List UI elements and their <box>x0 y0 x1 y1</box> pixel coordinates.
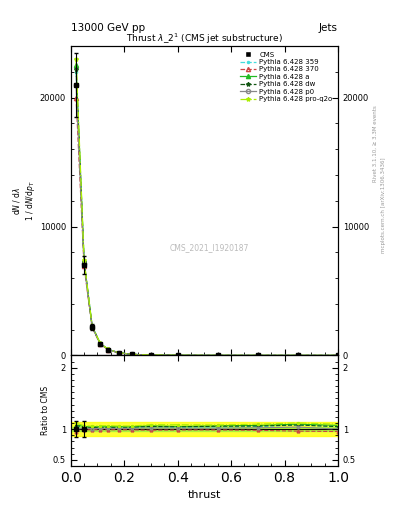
Pythia 6.428 pro-q2o <box>106 346 110 352</box>
Text: 13000 GeV pp: 13000 GeV pp <box>71 23 145 33</box>
Pythia 6.428 359 <box>149 352 153 358</box>
Pythia 6.428 dw <box>130 351 134 357</box>
Pythia 6.428 pro-q2o <box>149 352 153 358</box>
Line: Pythia 6.428 370: Pythia 6.428 370 <box>74 96 340 357</box>
Pythia 6.428 370 <box>106 347 110 353</box>
Pythia 6.428 359 <box>130 351 134 357</box>
Pythia 6.428 a <box>74 62 79 69</box>
Pythia 6.428 359 <box>215 352 220 358</box>
Text: Jets: Jets <box>319 23 338 33</box>
Pythia 6.428 pro-q2o <box>255 352 260 358</box>
Pythia 6.428 p0 <box>82 261 86 267</box>
Pythia 6.428 p0 <box>149 352 153 358</box>
Pythia 6.428 359 <box>90 324 94 330</box>
Pythia 6.428 pro-q2o <box>116 350 121 356</box>
Pythia 6.428 dw <box>106 347 110 353</box>
Pythia 6.428 370 <box>149 352 153 358</box>
Pythia 6.428 359 <box>106 347 110 353</box>
Pythia 6.428 359 <box>116 350 121 356</box>
Pythia 6.428 a <box>116 350 121 356</box>
Pythia 6.428 359 <box>74 69 79 75</box>
Line: Pythia 6.428 359: Pythia 6.428 359 <box>74 70 340 357</box>
Pythia 6.428 370 <box>74 95 79 101</box>
Pythia 6.428 370 <box>255 352 260 358</box>
Pythia 6.428 pro-q2o <box>130 351 134 357</box>
Pythia 6.428 a <box>98 340 103 347</box>
Pythia 6.428 dw <box>175 352 180 358</box>
Pythia 6.428 359 <box>98 340 103 347</box>
Pythia 6.428 p0 <box>90 324 94 330</box>
Pythia 6.428 a <box>149 352 153 358</box>
Y-axis label: $\mathrm{d}N$ / $\mathrm{d}\lambda$
$1$ / $\mathrm{d}N/\mathrm{d}p_T$: $\mathrm{d}N$ / $\mathrm{d}\lambda$ $1$ … <box>11 180 37 221</box>
Pythia 6.428 359 <box>175 352 180 358</box>
Text: CMS_2021_I1920187: CMS_2021_I1920187 <box>170 243 250 252</box>
Pythia 6.428 pro-q2o <box>215 352 220 358</box>
Pythia 6.428 a <box>175 352 180 358</box>
Text: mcplots.cern.ch [arXiv:1306.3436]: mcplots.cern.ch [arXiv:1306.3436] <box>381 157 386 252</box>
Pythia 6.428 dw <box>296 352 300 358</box>
Pythia 6.428 dw <box>336 352 340 358</box>
Pythia 6.428 p0 <box>106 347 110 353</box>
Pythia 6.428 dw <box>255 352 260 358</box>
Pythia 6.428 dw <box>82 259 86 265</box>
Pythia 6.428 dw <box>90 323 94 329</box>
Pythia 6.428 370 <box>175 352 180 358</box>
Pythia 6.428 a <box>90 323 94 329</box>
Pythia 6.428 370 <box>82 263 86 269</box>
Title: Thrust $\lambda\_2^1$ (CMS jet substructure): Thrust $\lambda\_2^1$ (CMS jet substruct… <box>126 32 283 46</box>
Pythia 6.428 dw <box>98 340 103 347</box>
Line: Pythia 6.428 p0: Pythia 6.428 p0 <box>74 82 340 357</box>
Line: Pythia 6.428 a: Pythia 6.428 a <box>74 63 340 357</box>
Pythia 6.428 370 <box>130 351 134 357</box>
Pythia 6.428 a <box>82 258 86 264</box>
Pythia 6.428 p0 <box>255 352 260 358</box>
Pythia 6.428 a <box>215 352 220 358</box>
Pythia 6.428 dw <box>149 352 153 358</box>
Line: Pythia 6.428 dw: Pythia 6.428 dw <box>74 67 340 357</box>
Pythia 6.428 a <box>336 352 340 358</box>
Pythia 6.428 p0 <box>130 351 134 357</box>
Pythia 6.428 p0 <box>175 352 180 358</box>
Pythia 6.428 370 <box>90 324 94 330</box>
Pythia 6.428 dw <box>74 66 79 72</box>
Pythia 6.428 370 <box>98 341 103 347</box>
Pythia 6.428 p0 <box>116 350 121 356</box>
Pythia 6.428 a <box>296 352 300 358</box>
Pythia 6.428 pro-q2o <box>296 352 300 358</box>
Pythia 6.428 pro-q2o <box>336 352 340 358</box>
Pythia 6.428 359 <box>336 352 340 358</box>
Pythia 6.428 370 <box>215 352 220 358</box>
Pythia 6.428 pro-q2o <box>74 56 79 62</box>
Pythia 6.428 p0 <box>215 352 220 358</box>
Pythia 6.428 370 <box>336 352 340 358</box>
Pythia 6.428 370 <box>296 352 300 358</box>
Pythia 6.428 p0 <box>296 352 300 358</box>
Pythia 6.428 359 <box>255 352 260 358</box>
Pythia 6.428 pro-q2o <box>82 257 86 263</box>
Pythia 6.428 a <box>130 351 134 357</box>
X-axis label: thrust: thrust <box>188 490 221 500</box>
Pythia 6.428 pro-q2o <box>90 323 94 329</box>
Pythia 6.428 p0 <box>74 82 79 88</box>
Text: Rivet 3.1.10, ≥ 3.3M events: Rivet 3.1.10, ≥ 3.3M events <box>373 105 378 182</box>
Pythia 6.428 p0 <box>336 352 340 358</box>
Pythia 6.428 p0 <box>98 340 103 347</box>
Y-axis label: Ratio to CMS: Ratio to CMS <box>41 386 50 435</box>
Line: Pythia 6.428 pro-q2o: Pythia 6.428 pro-q2o <box>74 57 340 357</box>
Pythia 6.428 359 <box>82 260 86 266</box>
Pythia 6.428 370 <box>116 350 121 356</box>
Pythia 6.428 a <box>255 352 260 358</box>
Pythia 6.428 pro-q2o <box>175 352 180 358</box>
Pythia 6.428 a <box>106 346 110 352</box>
Pythia 6.428 359 <box>296 352 300 358</box>
Legend: CMS, Pythia 6.428 359, Pythia 6.428 370, Pythia 6.428 a, Pythia 6.428 dw, Pythia: CMS, Pythia 6.428 359, Pythia 6.428 370,… <box>238 50 334 104</box>
Pythia 6.428 pro-q2o <box>98 340 103 346</box>
Pythia 6.428 dw <box>215 352 220 358</box>
Pythia 6.428 dw <box>116 350 121 356</box>
